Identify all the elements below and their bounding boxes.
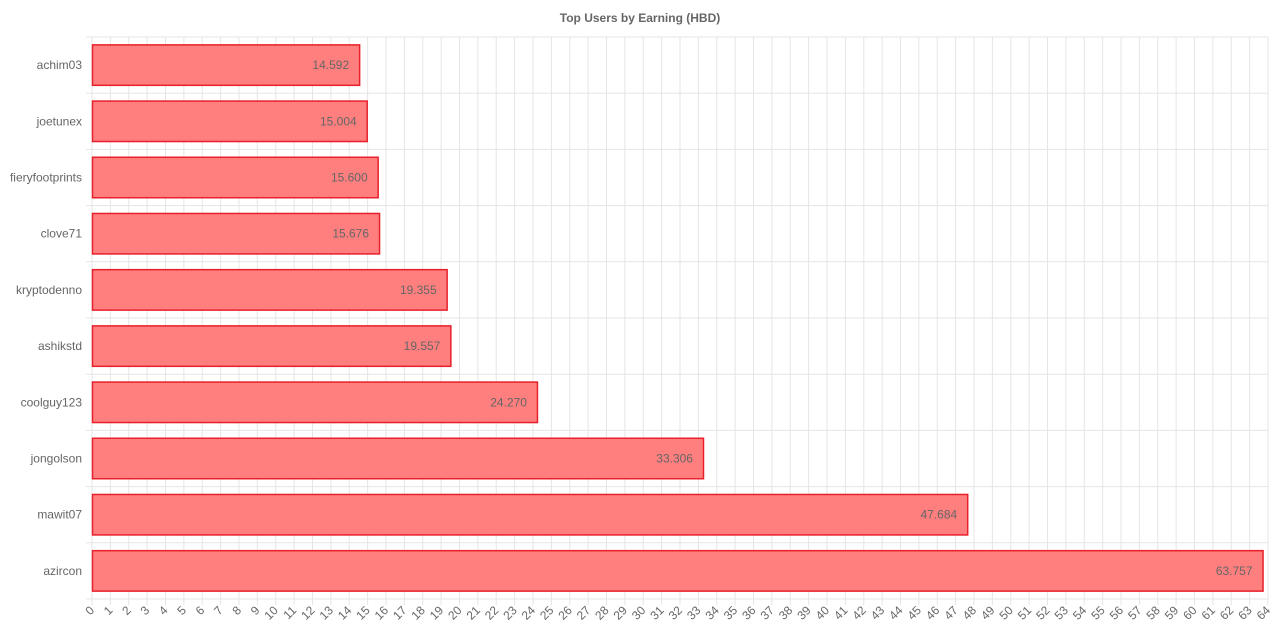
bar[interactable] [91,44,361,87]
x-tick-label: 28 [592,603,612,623]
bar[interactable] [91,100,368,143]
value-label: 24.270 [490,395,527,409]
category-label: kryptodenno [16,283,82,297]
category-label: azircon [43,564,82,578]
x-tick-label: 47 [941,603,961,623]
value-label: 15.676 [332,227,369,241]
x-tick-label: 14 [335,603,355,623]
x-tick-label: 51 [1015,603,1035,623]
bar[interactable] [91,325,452,368]
x-tick-label: 31 [647,603,667,623]
x-tick-label: 32 [666,603,686,623]
value-label: 19.355 [400,283,437,297]
x-tick-label: 22 [482,603,502,623]
x-tick-label: 50 [997,603,1017,623]
x-tick-label: 23 [500,603,520,623]
x-tick-label: 63 [1235,603,1255,623]
x-tick-label: 58 [1144,603,1164,623]
x-tick-label: 21 [464,603,484,623]
x-tick-label: 43 [868,603,888,623]
category-label: jongolson [30,452,82,466]
x-tick-label: 1 [101,603,116,618]
x-tick-label: 33 [684,603,704,623]
category-label: coolguy123 [21,395,83,409]
x-tick-label: 59 [1162,603,1182,623]
x-tick-label: 49 [978,603,998,623]
category-label: joetunex [36,114,82,128]
chart-title: Top Users by Earning (HBD) [560,11,720,25]
x-tick-label: 60 [1180,603,1200,623]
x-tick-label: 62 [1217,603,1237,623]
x-tick-label: 29 [611,603,631,623]
x-tick-label: 16 [372,603,392,623]
x-tick-label: 42 [850,603,870,623]
x-tick-label: 37 [758,603,778,623]
x-tick-label: 13 [317,603,337,623]
x-tick-label: 5 [174,603,189,618]
value-label: 47.684 [920,508,957,522]
x-tick-label: 6 [193,603,208,618]
x-tick-label: 36 [739,603,759,623]
x-tick-label: 9 [248,603,263,618]
x-tick-label: 55 [1088,603,1108,623]
category-label: achim03 [37,58,83,72]
x-tick-label: 57 [1125,603,1145,623]
x-tick-label: 19 [427,603,447,623]
x-tick-label: 41 [831,603,851,623]
bar[interactable] [91,493,969,536]
x-tick-label: 3 [138,603,153,618]
x-tick-label: 46 [923,603,943,623]
x-tick-label: 25 [537,603,557,623]
value-label: 14.592 [312,58,349,72]
category-label: clove71 [41,227,83,241]
x-tick-label: 61 [1199,603,1219,623]
value-label: 33.306 [656,452,693,466]
value-label: 15.004 [320,114,357,128]
value-label: 15.600 [331,171,368,185]
x-tick-label: 39 [794,603,814,623]
bar[interactable] [91,381,539,424]
x-tick-label: 45 [905,603,925,623]
x-tick-label: 54 [1070,603,1090,623]
x-tick-label: 10 [262,603,282,623]
category-label: mawit07 [37,508,82,522]
x-tick-label: 17 [390,603,410,623]
x-tick-label: 2 [119,603,134,618]
x-tick-label: 38 [776,603,796,623]
x-tick-label: 26 [556,603,576,623]
x-tick-label: 4 [156,603,171,618]
x-tick-label: 35 [721,603,741,623]
x-tick-label: 24 [519,603,539,623]
x-tick-label: 44 [886,603,906,623]
x-tick-label: 20 [445,603,465,623]
category-label: ashikstd [38,339,82,353]
x-tick-label: 27 [574,603,594,623]
x-tick-label: 53 [1052,603,1072,623]
x-tick-label: 40 [813,603,833,623]
category-label: fieryfootprints [10,171,82,185]
x-tick-label: 52 [1033,603,1053,623]
bar[interactable] [91,437,705,480]
x-tick-label: 18 [409,603,429,623]
bar[interactable] [91,268,448,311]
x-tick-label: 30 [629,603,649,623]
x-tick-label: 48 [960,603,980,623]
bar[interactable] [91,212,381,255]
x-tick-label: 12 [298,603,318,623]
value-label: 63.757 [1216,564,1253,578]
x-tick-label: 0 [82,603,97,618]
value-label: 19.557 [404,339,441,353]
x-tick-label: 11 [281,603,300,622]
x-tick-label: 34 [703,603,723,623]
x-tick-label: 56 [1107,603,1127,623]
x-tick-label: 8 [229,603,244,618]
x-tick-label: 15 [353,603,373,623]
x-tick-label: 64 [1254,603,1274,623]
bar[interactable] [91,549,1264,592]
bar[interactable] [91,156,379,199]
x-tick-label: 7 [211,603,226,618]
